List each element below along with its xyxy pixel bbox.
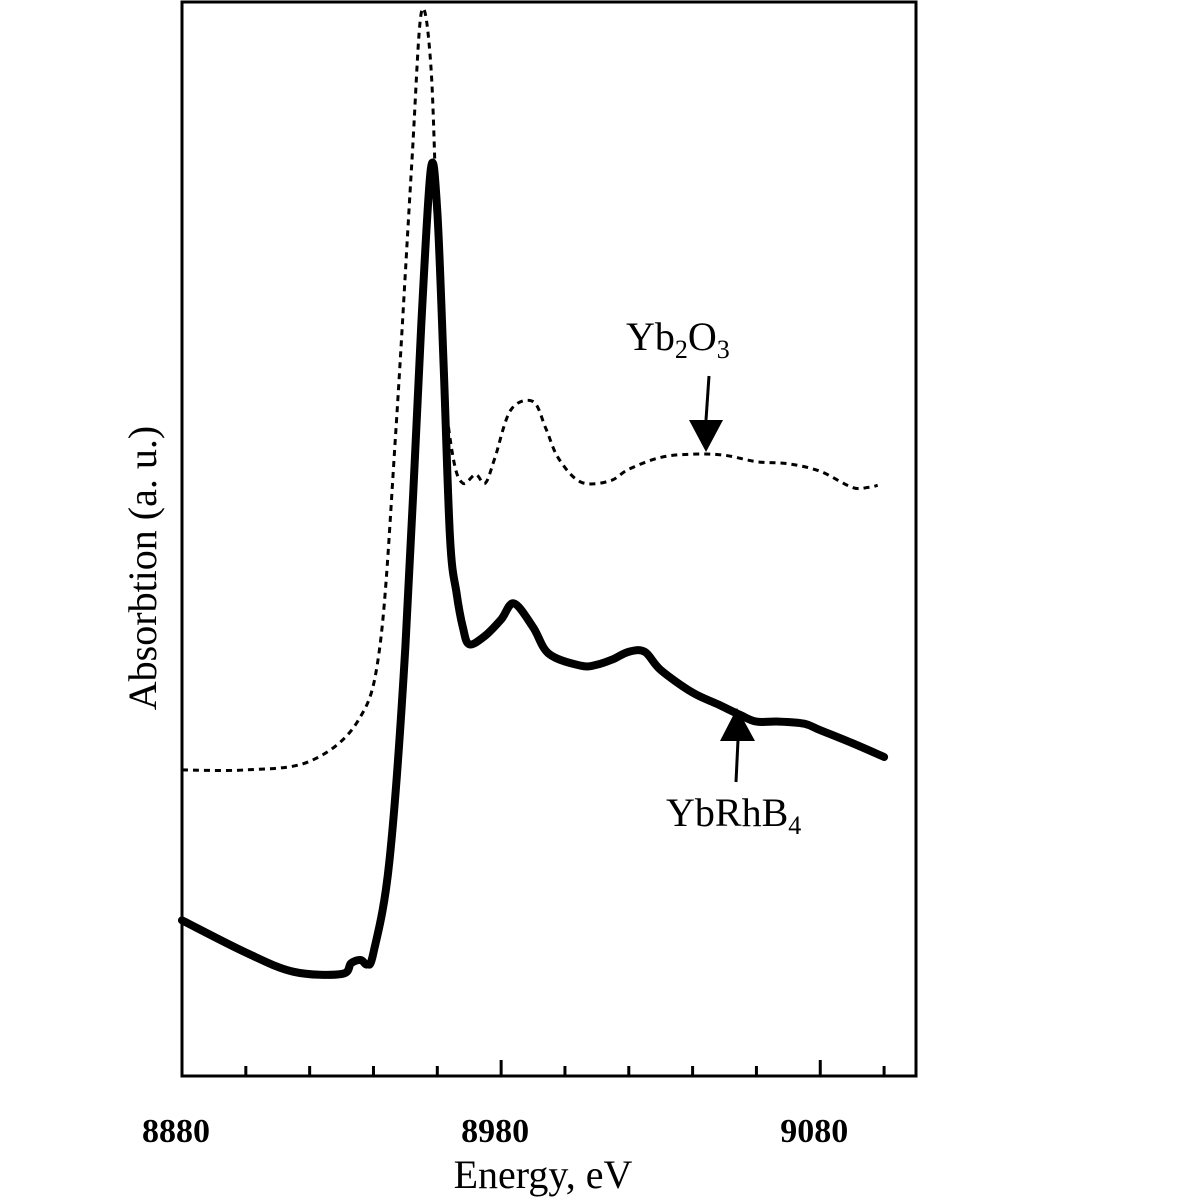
x-axis-tick-labels: 8880 8980 9080 — [142, 1113, 848, 1150]
x-axis-title: Energy, eV — [454, 1152, 633, 1197]
series-label-yb2o3: Yb2O3 — [626, 314, 730, 364]
series-line-yb2o3 — [181, 7, 879, 773]
x-tick-label: 8980 — [461, 1113, 529, 1150]
series-label-ybrhb4: YbRhB4 — [666, 790, 801, 840]
x-tick-label: 8880 — [142, 1113, 210, 1150]
series-layer — [178, 7, 889, 979]
arrow-yb2o3 — [689, 375, 723, 452]
plot-frame — [180, 0, 918, 1078]
series-line-ybrhb4 — [178, 158, 889, 979]
x-tick-label: 9080 — [780, 1113, 848, 1150]
x-axis-ticks — [180, 1060, 886, 1076]
arrow-ybrhb4 — [720, 708, 755, 783]
y-axis-title: Absorbtion (a. u.) — [120, 426, 165, 710]
